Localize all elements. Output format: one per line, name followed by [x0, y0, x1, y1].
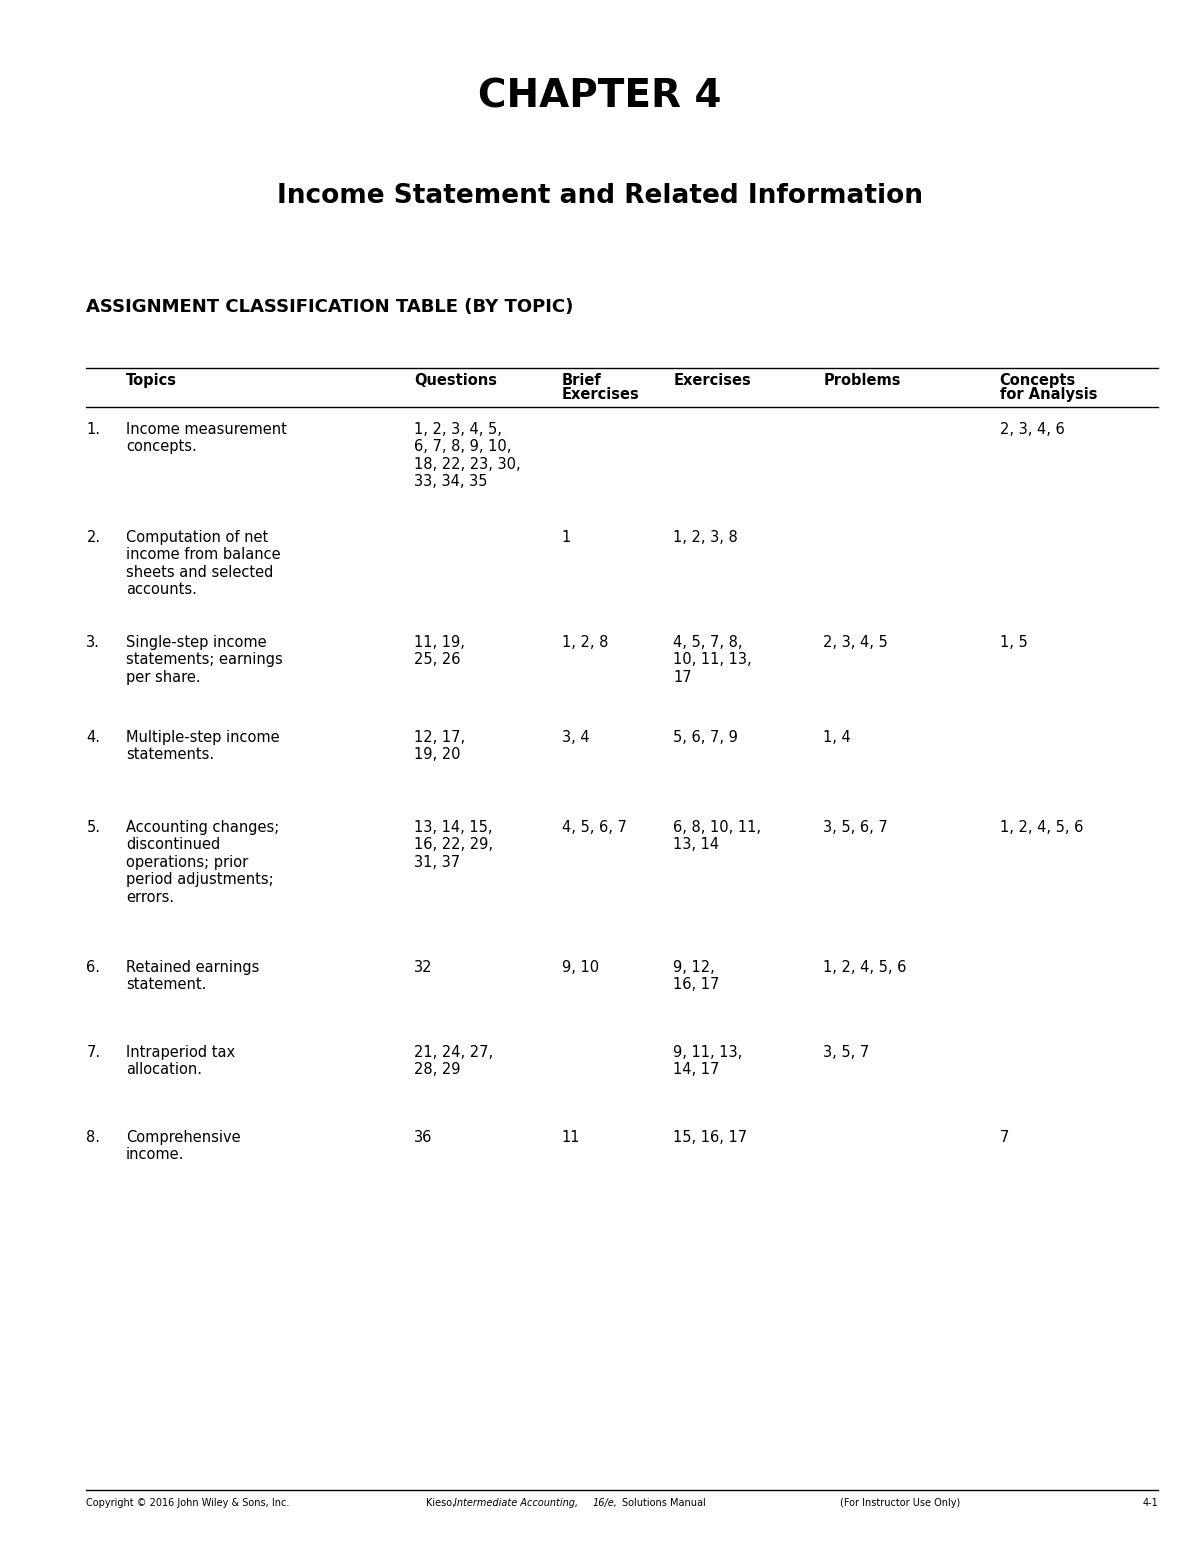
Text: 7.: 7.: [86, 1045, 101, 1061]
Text: 8.: 8.: [86, 1131, 101, 1145]
Text: Questions: Questions: [414, 373, 497, 388]
Text: Computation of net
income from balance
sheets and selected
accounts.: Computation of net income from balance s…: [126, 530, 281, 598]
Text: 3.: 3.: [86, 635, 101, 651]
Text: 13, 14, 15,
16, 22, 29,
31, 37: 13, 14, 15, 16, 22, 29, 31, 37: [414, 820, 493, 870]
Text: Kieso,: Kieso,: [426, 1499, 455, 1508]
Text: 2.: 2.: [86, 530, 101, 545]
Text: 1: 1: [562, 530, 571, 545]
Text: Income measurement
concepts.: Income measurement concepts.: [126, 422, 287, 455]
Text: 32: 32: [414, 960, 432, 975]
Text: Single-step income
statements; earnings
per share.: Single-step income statements; earnings …: [126, 635, 283, 685]
Text: 4.: 4.: [86, 730, 101, 745]
Text: Income Statement and Related Information: Income Statement and Related Information: [277, 183, 923, 210]
Text: 3, 4: 3, 4: [562, 730, 589, 745]
Text: Brief: Brief: [562, 373, 601, 388]
Text: 5, 6, 7, 9: 5, 6, 7, 9: [673, 730, 738, 745]
Text: 1, 2, 4, 5, 6: 1, 2, 4, 5, 6: [1000, 820, 1082, 836]
Text: 6.: 6.: [86, 960, 101, 975]
Text: 4-1: 4-1: [1142, 1499, 1158, 1508]
Text: 4, 5, 6, 7: 4, 5, 6, 7: [562, 820, 626, 836]
Text: CHAPTER 4: CHAPTER 4: [479, 78, 721, 116]
Text: 1, 2, 3, 4, 5,
6, 7, 8, 9, 10,
18, 22, 23, 30,
33, 34, 35: 1, 2, 3, 4, 5, 6, 7, 8, 9, 10, 18, 22, 2…: [414, 422, 521, 489]
Text: Intraperiod tax
allocation.: Intraperiod tax allocation.: [126, 1045, 235, 1078]
Text: 2, 3, 4, 6: 2, 3, 4, 6: [1000, 422, 1064, 436]
Text: 12, 17,
19, 20: 12, 17, 19, 20: [414, 730, 466, 763]
Text: 16/e,: 16/e,: [593, 1499, 618, 1508]
Text: Retained earnings
statement.: Retained earnings statement.: [126, 960, 259, 992]
Text: 9, 12,
16, 17: 9, 12, 16, 17: [673, 960, 720, 992]
Text: 1.: 1.: [86, 422, 101, 436]
Text: 7: 7: [1000, 1131, 1009, 1145]
Text: 1, 5: 1, 5: [1000, 635, 1027, 651]
Text: Copyright © 2016 John Wiley & Sons, Inc.: Copyright © 2016 John Wiley & Sons, Inc.: [86, 1499, 289, 1508]
Text: 11: 11: [562, 1131, 580, 1145]
Text: Accounting changes;
discontinued
operations; prior
period adjustments;
errors.: Accounting changes; discontinued operati…: [126, 820, 280, 904]
Text: 36: 36: [414, 1131, 432, 1145]
Text: 11, 19,
25, 26: 11, 19, 25, 26: [414, 635, 464, 668]
Text: 3, 5, 7: 3, 5, 7: [823, 1045, 870, 1061]
Text: Problems: Problems: [823, 373, 901, 388]
Text: 9, 10: 9, 10: [562, 960, 599, 975]
Text: 2, 3, 4, 5: 2, 3, 4, 5: [823, 635, 888, 651]
Text: Concepts: Concepts: [1000, 373, 1076, 388]
Text: ASSIGNMENT CLASSIFICATION TABLE (BY TOPIC): ASSIGNMENT CLASSIFICATION TABLE (BY TOPI…: [86, 298, 574, 315]
Text: 3, 5, 6, 7: 3, 5, 6, 7: [823, 820, 888, 836]
Text: 5.: 5.: [86, 820, 101, 836]
Text: 4, 5, 7, 8,
10, 11, 13,
17: 4, 5, 7, 8, 10, 11, 13, 17: [673, 635, 752, 685]
Text: Multiple-step income
statements.: Multiple-step income statements.: [126, 730, 280, 763]
Text: Exercises: Exercises: [673, 373, 751, 388]
Text: Solutions Manual: Solutions Manual: [622, 1499, 706, 1508]
Text: 1, 2, 4, 5, 6: 1, 2, 4, 5, 6: [823, 960, 906, 975]
Text: 6, 8, 10, 11,
13, 14: 6, 8, 10, 11, 13, 14: [673, 820, 761, 853]
Text: 1, 2, 3, 8: 1, 2, 3, 8: [673, 530, 738, 545]
Text: Comprehensive
income.: Comprehensive income.: [126, 1131, 241, 1162]
Text: Exercises: Exercises: [562, 387, 640, 402]
Text: 21, 24, 27,
28, 29: 21, 24, 27, 28, 29: [414, 1045, 493, 1078]
Text: 15, 16, 17: 15, 16, 17: [673, 1131, 748, 1145]
Text: 9, 11, 13,
14, 17: 9, 11, 13, 14, 17: [673, 1045, 743, 1078]
Text: for Analysis: for Analysis: [1000, 387, 1097, 402]
Text: Topics: Topics: [126, 373, 178, 388]
Text: 1, 4: 1, 4: [823, 730, 851, 745]
Text: Intermediate Accounting,: Intermediate Accounting,: [454, 1499, 577, 1508]
Text: 1, 2, 8: 1, 2, 8: [562, 635, 608, 651]
Text: (For Instructor Use Only): (For Instructor Use Only): [840, 1499, 960, 1508]
